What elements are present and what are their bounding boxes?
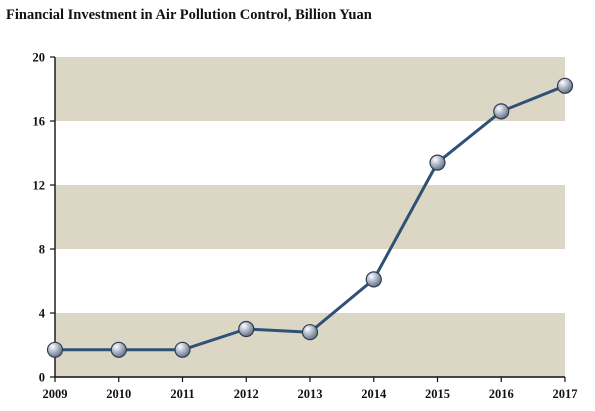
chart-title: Financial Investment in Air Pollution Co… <box>6 7 372 23</box>
data-point-marker <box>429 154 446 171</box>
x-tick-label: 2015 <box>425 387 450 401</box>
x-tick-label: 2013 <box>298 387 323 401</box>
x-tick-label: 2012 <box>234 387 259 401</box>
y-tick-label: 20 <box>33 51 46 65</box>
grid-band <box>55 185 565 249</box>
grid-band <box>55 57 565 121</box>
data-point-marker <box>556 77 574 94</box>
x-tick-label: 2016 <box>489 387 514 401</box>
grid-band <box>55 313 565 377</box>
y-tick-label: 4 <box>39 307 46 321</box>
x-tick-label: 2014 <box>361 387 387 401</box>
data-point-marker <box>174 341 191 358</box>
x-tick-label: 2017 <box>553 387 578 401</box>
data-point-marker <box>365 271 382 288</box>
data-point-marker <box>493 103 510 120</box>
y-tick-label: 8 <box>39 243 45 257</box>
y-tick-label: 16 <box>33 115 46 129</box>
x-tick-label: 2009 <box>43 387 68 401</box>
y-tick-label: 0 <box>39 371 45 385</box>
x-tick-label: 2011 <box>170 387 194 401</box>
data-point-marker <box>238 320 255 338</box>
y-tick-label: 12 <box>33 179 46 193</box>
data-point-marker <box>46 341 64 358</box>
data-point-marker <box>110 341 127 358</box>
data-point-marker <box>301 324 319 341</box>
x-tick-label: 2010 <box>106 387 131 401</box>
